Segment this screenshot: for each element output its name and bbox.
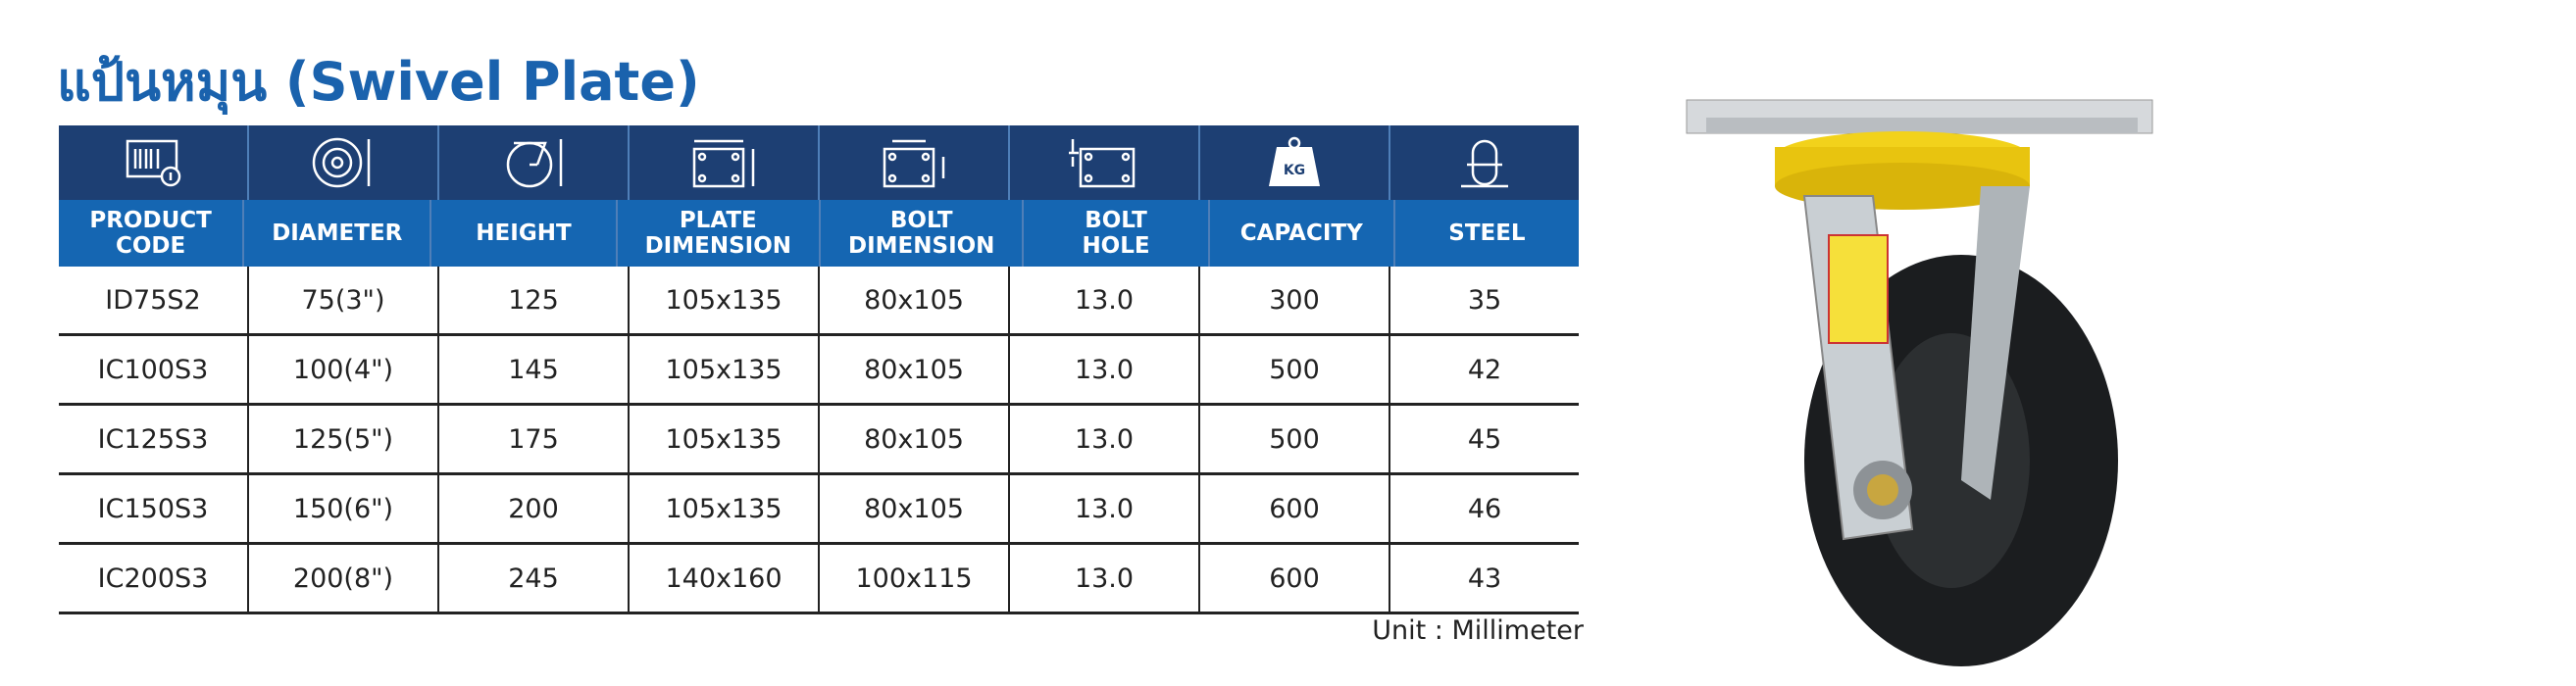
- table-cell: 105x135: [628, 406, 818, 472]
- header-cell: PLATE DIMENSION: [615, 200, 819, 267]
- header-row: PRODUCT CODE DIAMETER HEIGHT PLATE DIMENSIO…: [59, 200, 1579, 267]
- table-cell: 105x135: [628, 267, 818, 333]
- unit-note: Unit : Millimeter: [1372, 615, 1584, 646]
- header-cell: HEIGHT: [429, 200, 615, 267]
- icon: [818, 125, 1008, 200]
- table-row: IC125S3 125(5") 175 105x135 80x105 13.0 500 45: [59, 406, 1579, 475]
- table-cell: 100x115: [818, 545, 1008, 612]
- table-cell: 13.0: [1008, 267, 1198, 333]
- table-cell: IC150S3: [97, 493, 209, 524]
- table-cell: 175: [437, 406, 628, 472]
- product-photo: [1686, 99, 2153, 666]
- table-cell: 13.0: [1008, 475, 1198, 542]
- table-cell: 75(3"): [247, 267, 437, 333]
- table-cell: 45: [1389, 406, 1579, 472]
- table-cell: 145: [437, 336, 628, 403]
- table-cell: 245: [437, 545, 628, 612]
- table-cell: 43: [1389, 545, 1579, 612]
- table-cell: IC125S3: [97, 423, 209, 455]
- table-body: ID75S2 75(3") 125 105x135 80x105 13.0 300 35 IC1…: [59, 267, 1579, 614]
- table-cell: 100(4"): [247, 336, 437, 403]
- icon: [1008, 125, 1198, 200]
- table-cell: 600: [1198, 475, 1389, 542]
- table-row: IC200S3 200(8") 245 140x160 100x115 13.0 600 43: [59, 545, 1579, 614]
- table-row: ID75S2 75(3") 125 105x135 80x105 13.0 300 35: [59, 267, 1579, 336]
- header-cell: BOLT HOLE: [1022, 200, 1207, 267]
- table-cell: 13.0: [1008, 336, 1198, 403]
- header-cell: CAPACITY: [1207, 200, 1393, 267]
- table-row: IC150S3 150(6") 200 105x135 80x105 13.0 600 46: [59, 475, 1579, 545]
- header-cell: STEEL: [1392, 200, 1579, 267]
- table-cell: 80x105: [818, 406, 1008, 472]
- icon: KG: [1198, 125, 1389, 200]
- table-cell: 105x135: [628, 336, 818, 403]
- table-cell: 46: [1389, 475, 1579, 542]
- spec-table: KG PRODUCT CODE DIAMETER HEIGHT PLATE DIMEN…: [59, 125, 1579, 614]
- table-row: IC100S3 100(4") 145 105x135 80x105 13.0 500 42: [59, 336, 1579, 406]
- table-cell: 600: [1198, 545, 1389, 612]
- table-cell: 125: [437, 267, 628, 333]
- icon: [247, 125, 437, 200]
- icon: [59, 125, 247, 200]
- table-cell: IC100S3: [97, 354, 209, 385]
- table-cell: 35: [1389, 267, 1579, 333]
- table-cell: ID75S2: [105, 284, 201, 316]
- table-cell: 200(8"): [247, 545, 437, 612]
- title: แป้นหมุน (Swivel Plate): [57, 51, 700, 113]
- header-cell: DIAMETER: [242, 200, 429, 267]
- table-cell: IC200S3: [97, 563, 209, 594]
- table-cell: 300: [1198, 267, 1389, 333]
- table-cell: 80x105: [818, 475, 1008, 542]
- header-cell: BOLT DIMENSION: [819, 200, 1022, 267]
- table-cell: 80x105: [818, 336, 1008, 403]
- icon: [628, 125, 818, 200]
- icon: [437, 125, 628, 200]
- table-cell: 140x160: [628, 545, 818, 612]
- table-cell: 13.0: [1008, 406, 1198, 472]
- icon: [1389, 125, 1579, 200]
- table-cell: 105x135: [628, 475, 818, 542]
- table-cell: 125(5"): [247, 406, 437, 472]
- table-cell: 80x105: [818, 267, 1008, 333]
- table-cell: 150(6"): [247, 475, 437, 542]
- icon-row: KG: [59, 125, 1579, 200]
- header-cell: PRODUCT CODE: [89, 208, 212, 259]
- table-cell: 42: [1389, 336, 1579, 403]
- table-cell: 200: [437, 475, 628, 542]
- table-cell: 500: [1198, 336, 1389, 403]
- icon-label: KG: [1284, 163, 1305, 178]
- table-cell: 500: [1198, 406, 1389, 472]
- table-cell: 13.0: [1008, 545, 1198, 612]
